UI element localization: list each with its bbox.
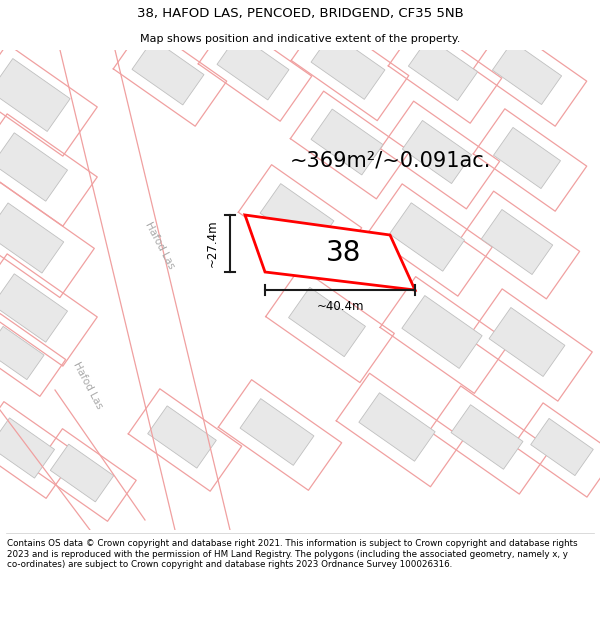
Polygon shape bbox=[217, 34, 289, 100]
Text: Hafod Las: Hafod Las bbox=[71, 360, 104, 410]
Polygon shape bbox=[0, 390, 145, 530]
Polygon shape bbox=[0, 274, 68, 342]
Polygon shape bbox=[531, 418, 593, 476]
Text: ~369m²/~0.091ac.: ~369m²/~0.091ac. bbox=[290, 150, 491, 170]
Polygon shape bbox=[359, 392, 435, 461]
Polygon shape bbox=[289, 288, 365, 357]
Polygon shape bbox=[311, 109, 383, 175]
Text: 38: 38 bbox=[326, 239, 361, 267]
Polygon shape bbox=[0, 59, 70, 131]
Polygon shape bbox=[0, 203, 64, 273]
Polygon shape bbox=[148, 406, 217, 468]
Text: Hafod Las: Hafod Las bbox=[143, 220, 176, 270]
Polygon shape bbox=[493, 127, 560, 189]
Polygon shape bbox=[240, 399, 314, 466]
Polygon shape bbox=[403, 121, 472, 184]
Text: 38, HAFOD LAS, PENCOED, BRIDGEND, CF35 5NB: 38, HAFOD LAS, PENCOED, BRIDGEND, CF35 5… bbox=[137, 8, 463, 21]
Text: ~27.4m: ~27.4m bbox=[205, 219, 218, 268]
Polygon shape bbox=[0, 418, 55, 478]
Polygon shape bbox=[50, 444, 114, 502]
Polygon shape bbox=[260, 184, 334, 251]
Polygon shape bbox=[245, 215, 415, 290]
Polygon shape bbox=[311, 32, 385, 99]
Polygon shape bbox=[451, 405, 523, 469]
Polygon shape bbox=[493, 41, 562, 104]
Polygon shape bbox=[409, 38, 478, 101]
Polygon shape bbox=[389, 202, 464, 271]
Text: ~40.4m: ~40.4m bbox=[316, 299, 364, 312]
Text: Map shows position and indicative extent of the property.: Map shows position and indicative extent… bbox=[140, 34, 460, 44]
Polygon shape bbox=[132, 39, 204, 105]
Polygon shape bbox=[0, 326, 44, 379]
Polygon shape bbox=[481, 209, 553, 274]
Text: Contains OS data © Crown copyright and database right 2021. This information is : Contains OS data © Crown copyright and d… bbox=[7, 539, 578, 569]
Polygon shape bbox=[60, 50, 230, 530]
Polygon shape bbox=[402, 296, 482, 369]
Polygon shape bbox=[0, 132, 68, 201]
Polygon shape bbox=[489, 308, 565, 376]
